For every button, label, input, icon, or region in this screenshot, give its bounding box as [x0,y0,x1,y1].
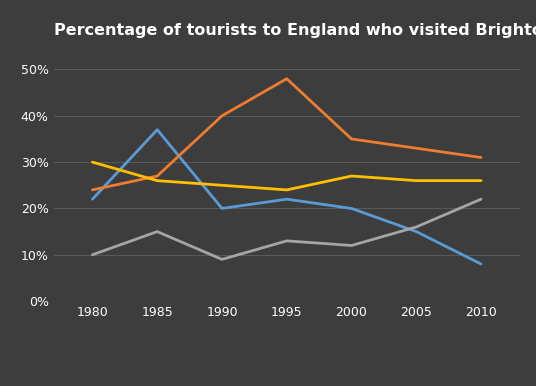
Text: Percentage of tourists to England who visited Brighton attractions: Percentage of tourists to England who vi… [54,23,536,38]
